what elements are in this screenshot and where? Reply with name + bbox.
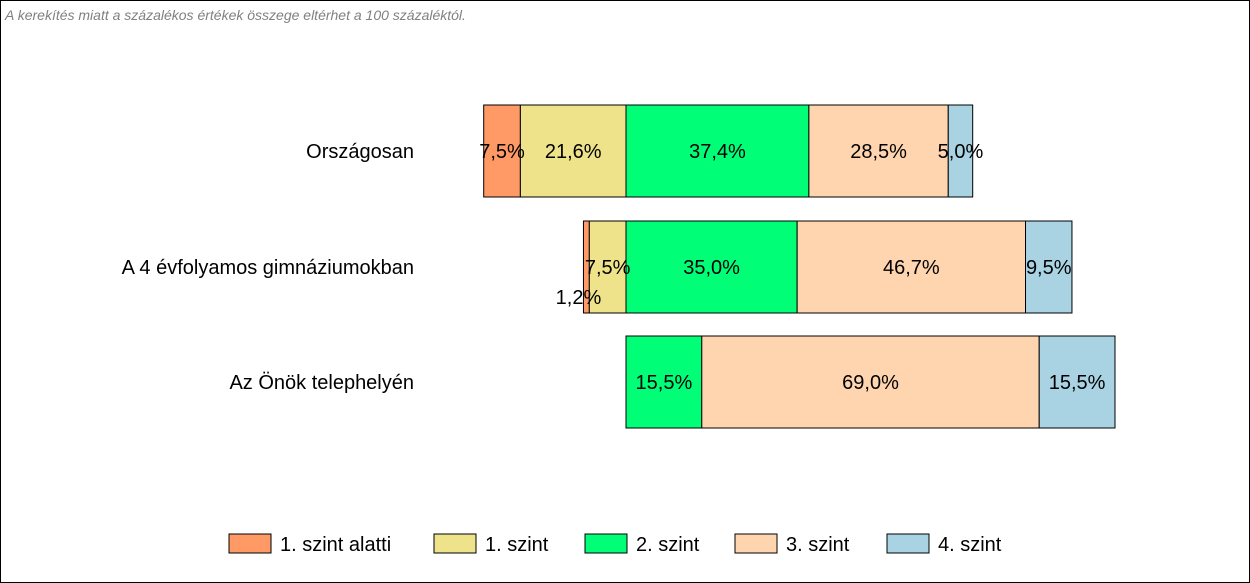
value-label: 69,0% <box>842 372 899 394</box>
bar-segment <box>1038 335 1116 429</box>
bar-segment <box>625 335 703 429</box>
category-label: A 4 évfolyamos gimnáziumokban <box>122 257 414 279</box>
legend-swatch <box>433 533 477 554</box>
value-label: 46,7% <box>883 257 940 279</box>
value-label: 7,5% <box>585 257 631 279</box>
value-label: 15,5% <box>1049 372 1106 394</box>
category-labels: Országosan A 4 évfolyamos gimnáziumokban A… <box>122 141 414 394</box>
bar-segment <box>1025 220 1073 314</box>
legend-swatch <box>584 533 628 554</box>
legend-swatch <box>228 533 272 554</box>
legend-label: 2. szint <box>636 534 700 556</box>
category-label: Az Önök telephelyén <box>229 372 414 394</box>
value-label: 28,5% <box>850 141 907 163</box>
bar-segment <box>625 220 798 314</box>
legend-swatch <box>886 533 930 554</box>
value-label: 1,2% <box>556 287 602 309</box>
bar-segment <box>796 220 1027 314</box>
bar-segment <box>625 104 810 198</box>
legend-swatch <box>734 533 778 554</box>
value-label: 5,0% <box>938 141 984 163</box>
category-label: Országosan <box>306 141 414 163</box>
value-label: 9,5% <box>1026 257 1072 279</box>
value-label: 37,4% <box>689 141 746 163</box>
bar-segment <box>588 220 627 314</box>
bar-segment <box>519 104 627 198</box>
bars-group <box>483 104 1116 429</box>
value-label: 35,0% <box>683 257 740 279</box>
bar-segment <box>701 335 1040 429</box>
legend-label: 1. szint <box>485 534 549 556</box>
bar-segment <box>947 104 974 198</box>
bar-segment <box>808 104 949 198</box>
rounding-note: A kerekítés miatt a százalékos értékek ö… <box>4 7 466 23</box>
legend-label: 4. szint <box>938 534 1002 556</box>
bar-segment <box>483 104 521 198</box>
value-labels: 7,5% 21,6% 37,4% 28,5% 5,0% 1,2% 7,5% 35,0% 46,7… <box>479 141 1105 394</box>
value-label: 15,5% <box>636 372 693 394</box>
legend-label: 3. szint <box>786 534 850 556</box>
value-label: 21,6% <box>545 141 602 163</box>
legend-label: 1. szint alatti <box>280 534 391 556</box>
legend: 1. szint alatti 1. szint 2. szint 3. szint 4… <box>228 533 1002 556</box>
value-label: 7,5% <box>479 141 525 163</box>
